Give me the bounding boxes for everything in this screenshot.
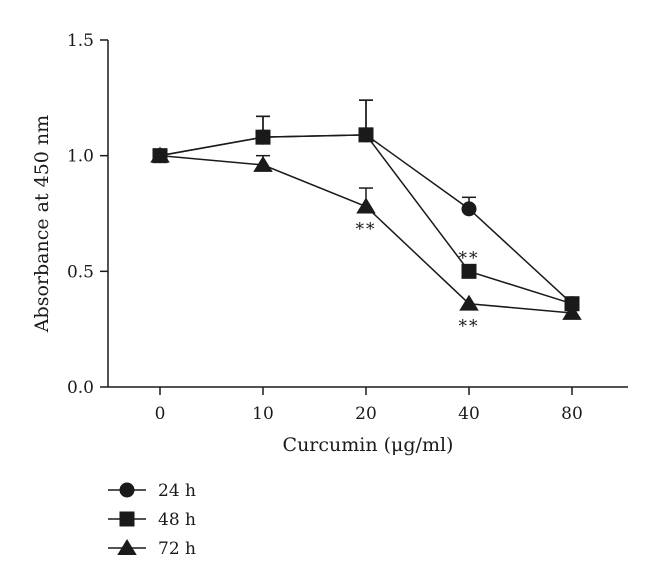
- x-tick-label: 0: [155, 404, 166, 424]
- point-72h-80: [562, 303, 582, 320]
- legend-marker-48h: [119, 511, 135, 527]
- point-72h-40: [459, 294, 479, 311]
- x-axis-title: Curcumin (μg/ml): [283, 434, 454, 456]
- point-48h-10: [255, 129, 271, 145]
- point-72h-10: [253, 155, 273, 172]
- axes: 0.0 0.5 1.0 1.5 0 10 20 40 80 Curcumin (μg/ml) Abs…: [31, 31, 628, 456]
- y-tick-label: 1.5: [67, 31, 94, 51]
- error-bars: [256, 99, 476, 209]
- x-tick-label: 80: [561, 404, 583, 424]
- x-tick-label: 40: [458, 404, 480, 424]
- y-tick-label: 1.0: [67, 147, 94, 167]
- legend-label-24h: 24 h: [158, 481, 196, 501]
- legend-label-48h: 48 h: [158, 510, 196, 530]
- y-tick-label: 0.0: [67, 378, 94, 398]
- significance-marker: **: [356, 220, 377, 240]
- legend-label-72h: 72 h: [158, 539, 196, 559]
- legend-marker-72h: [117, 538, 137, 555]
- significance-marker: **: [459, 248, 480, 268]
- y-tick-label: 0.5: [67, 262, 94, 282]
- legend-marker-24h: [119, 482, 135, 498]
- point-48h-20: [358, 127, 374, 143]
- series-markers: [150, 127, 582, 320]
- point-72h-0: [150, 146, 170, 163]
- point-48h-40: [461, 263, 477, 279]
- point-24h-40: [461, 201, 477, 217]
- point-72h-20: [356, 197, 376, 214]
- significance-annotations: ** ** **: [356, 220, 480, 337]
- legend: 24 h 48 h 72 h: [108, 481, 196, 559]
- y-axis-title: Absorbance at 450 nm: [31, 115, 53, 333]
- x-tick-label: 20: [355, 404, 377, 424]
- x-tick-label: 10: [252, 404, 274, 424]
- significance-marker: **: [459, 317, 480, 337]
